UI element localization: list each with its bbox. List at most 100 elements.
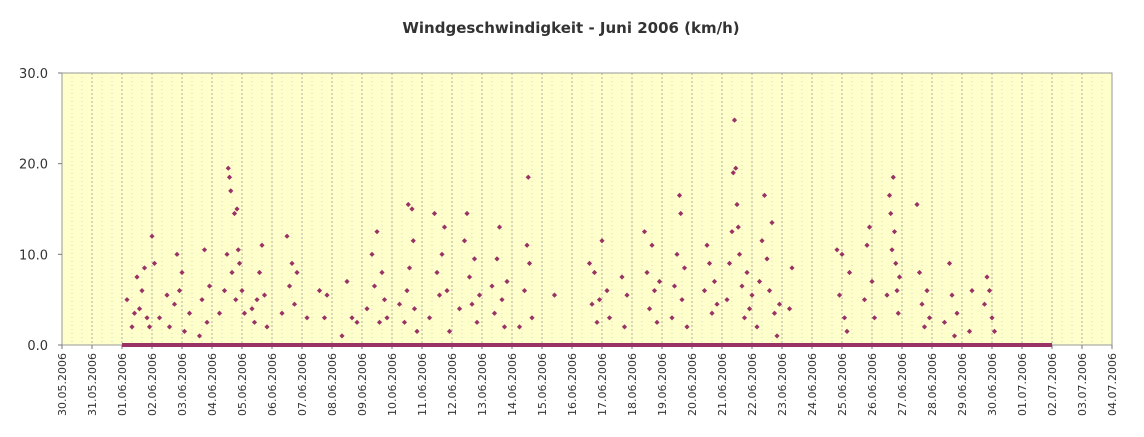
x-tick-label: 16.06.2006 bbox=[566, 353, 579, 416]
data-point bbox=[489, 283, 495, 289]
x-tick-label: 29.06.2006 bbox=[956, 353, 969, 416]
data-point bbox=[201, 247, 208, 253]
data-point bbox=[441, 224, 448, 230]
data-point bbox=[739, 283, 745, 289]
data-point bbox=[381, 297, 388, 303]
data-point bbox=[151, 260, 158, 266]
data-point bbox=[321, 315, 328, 321]
x-tick-label: 28.06.2006 bbox=[926, 353, 939, 416]
data-point bbox=[156, 315, 163, 321]
grid-lines bbox=[61, 73, 1113, 345]
data-point bbox=[141, 265, 148, 271]
data-point bbox=[771, 310, 778, 316]
x-tick-label: 15.06.2006 bbox=[536, 353, 549, 416]
data-point bbox=[684, 324, 690, 330]
data-point bbox=[606, 315, 613, 321]
data-point bbox=[744, 269, 750, 276]
data-point bbox=[406, 265, 413, 271]
data-point bbox=[589, 301, 595, 307]
x-tick-label: 23.06.2006 bbox=[776, 353, 789, 416]
data-point bbox=[981, 301, 988, 307]
data-point bbox=[733, 165, 739, 171]
data-point bbox=[196, 333, 203, 339]
data-point bbox=[711, 278, 718, 285]
x-tick-label: 07.06.2006 bbox=[296, 353, 309, 416]
data-point bbox=[374, 229, 380, 235]
data-point bbox=[914, 201, 920, 208]
data-point bbox=[241, 310, 248, 316]
data-point bbox=[221, 288, 228, 294]
data-point bbox=[924, 288, 930, 294]
data-point bbox=[861, 297, 868, 303]
data-point bbox=[949, 292, 955, 298]
data-point bbox=[886, 192, 893, 198]
data-point bbox=[234, 206, 240, 212]
data-point bbox=[679, 297, 685, 303]
data-point bbox=[466, 274, 473, 280]
data-point bbox=[131, 310, 138, 316]
data-point bbox=[256, 269, 263, 276]
x-tick-label: 14.06.2006 bbox=[506, 353, 519, 416]
data-point bbox=[641, 229, 648, 235]
data-point bbox=[846, 269, 853, 276]
data-point bbox=[199, 297, 205, 303]
data-point bbox=[499, 297, 505, 303]
data-point bbox=[501, 324, 508, 330]
data-point bbox=[409, 206, 415, 212]
data-point bbox=[461, 238, 468, 244]
data-point bbox=[946, 260, 953, 266]
x-tick-label: 24.06.2006 bbox=[806, 353, 819, 416]
data-point bbox=[984, 274, 990, 280]
data-point bbox=[149, 233, 155, 239]
x-tick-label: 03.06.2006 bbox=[176, 353, 189, 416]
data-point bbox=[966, 328, 973, 334]
data-point bbox=[316, 288, 323, 294]
x-tick-label: 22.06.2006 bbox=[746, 353, 759, 416]
data-point bbox=[714, 301, 720, 307]
data-point bbox=[431, 210, 438, 217]
x-tick-label: 08.06.2006 bbox=[326, 353, 339, 416]
data-point bbox=[651, 288, 658, 294]
data-point bbox=[730, 170, 736, 176]
data-point bbox=[439, 251, 445, 257]
x-tick-label: 30.06.2006 bbox=[986, 353, 999, 416]
data-point bbox=[704, 242, 710, 248]
y-tick-label: 30.0 bbox=[19, 67, 48, 82]
x-tick-label: 31.05.2006 bbox=[86, 353, 99, 416]
data-point bbox=[896, 274, 903, 280]
x-tick-label: 17.06.2006 bbox=[596, 353, 609, 416]
data-point bbox=[774, 333, 780, 339]
data-point bbox=[401, 319, 408, 325]
data-point bbox=[735, 224, 741, 230]
data-point bbox=[884, 292, 890, 298]
data-point bbox=[706, 260, 713, 266]
data-point bbox=[786, 306, 793, 312]
x-tick-label: 21.06.2006 bbox=[716, 353, 729, 416]
data-point bbox=[176, 288, 183, 294]
data-point bbox=[888, 210, 894, 217]
data-point bbox=[396, 301, 403, 307]
data-point bbox=[754, 324, 760, 330]
data-point bbox=[239, 288, 245, 294]
data-point bbox=[591, 269, 598, 276]
data-point bbox=[871, 315, 878, 321]
data-point bbox=[551, 292, 558, 298]
data-point bbox=[236, 260, 243, 266]
data-point bbox=[586, 260, 593, 266]
data-point bbox=[619, 274, 625, 280]
data-point bbox=[669, 315, 675, 321]
data-point bbox=[526, 260, 533, 266]
data-point bbox=[844, 328, 850, 334]
data-point bbox=[166, 324, 173, 330]
x-tick-label: 18.06.2006 bbox=[626, 353, 639, 416]
x-tick-label: 19.06.2006 bbox=[656, 353, 669, 416]
x-tick-label: 12.06.2006 bbox=[446, 353, 459, 416]
data-point bbox=[521, 288, 528, 294]
data-point bbox=[516, 324, 523, 330]
data-point bbox=[174, 251, 180, 257]
data-point bbox=[921, 324, 928, 330]
data-point bbox=[839, 251, 845, 257]
data-point bbox=[991, 328, 998, 334]
data-point bbox=[474, 319, 480, 325]
data-point bbox=[181, 328, 188, 334]
